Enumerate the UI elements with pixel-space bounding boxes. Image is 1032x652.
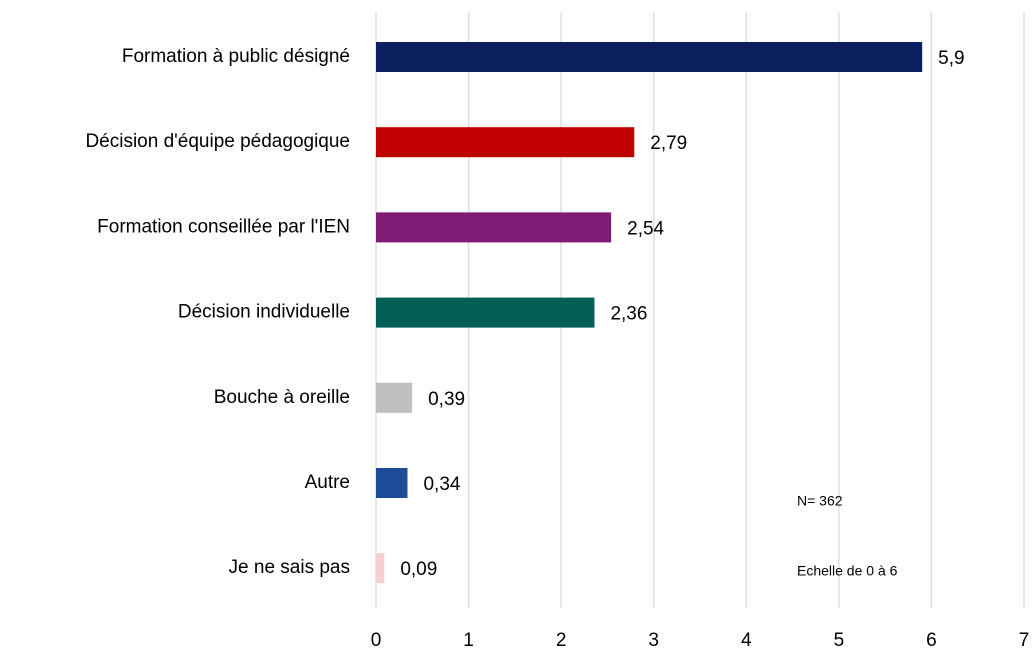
bar bbox=[376, 553, 385, 584]
value-label: 2,36 bbox=[610, 304, 647, 325]
category-label: Décision d'équipe pédagogique bbox=[85, 131, 350, 152]
value-label: 0,39 bbox=[428, 389, 465, 410]
x-tick-label: 6 bbox=[926, 630, 937, 651]
value-label: 2,54 bbox=[627, 218, 664, 239]
x-tick-label: 4 bbox=[741, 630, 752, 651]
bar bbox=[376, 468, 408, 498]
category-label: Formation à public désigné bbox=[122, 46, 350, 67]
annotation: Echelle de 0 à 6 bbox=[797, 563, 898, 579]
value-label: 0,34 bbox=[423, 474, 460, 495]
value-label: 2,79 bbox=[650, 133, 687, 154]
x-tick-label: 5 bbox=[834, 630, 845, 651]
x-tick-label: 2 bbox=[556, 630, 567, 651]
x-tick-label: 7 bbox=[1019, 630, 1030, 651]
bar bbox=[376, 127, 635, 158]
category-label: Formation conseillée par l'IEN bbox=[97, 216, 350, 237]
category-label: Décision individuelle bbox=[178, 302, 350, 323]
bar bbox=[376, 42, 923, 72]
x-tick-label: 0 bbox=[371, 630, 382, 651]
x-tick-label: 1 bbox=[463, 630, 474, 651]
annotation: N= 362 bbox=[797, 493, 843, 509]
x-tick-label: 3 bbox=[648, 630, 659, 651]
category-label: Bouche à oreille bbox=[214, 387, 350, 408]
bar bbox=[376, 297, 595, 328]
category-label: Autre bbox=[305, 472, 350, 493]
bar bbox=[376, 382, 413, 413]
value-label: 0,09 bbox=[400, 559, 437, 580]
value-label: 5,9 bbox=[938, 48, 964, 69]
category-label: Je ne sais pas bbox=[229, 557, 350, 578]
bar bbox=[376, 212, 612, 243]
